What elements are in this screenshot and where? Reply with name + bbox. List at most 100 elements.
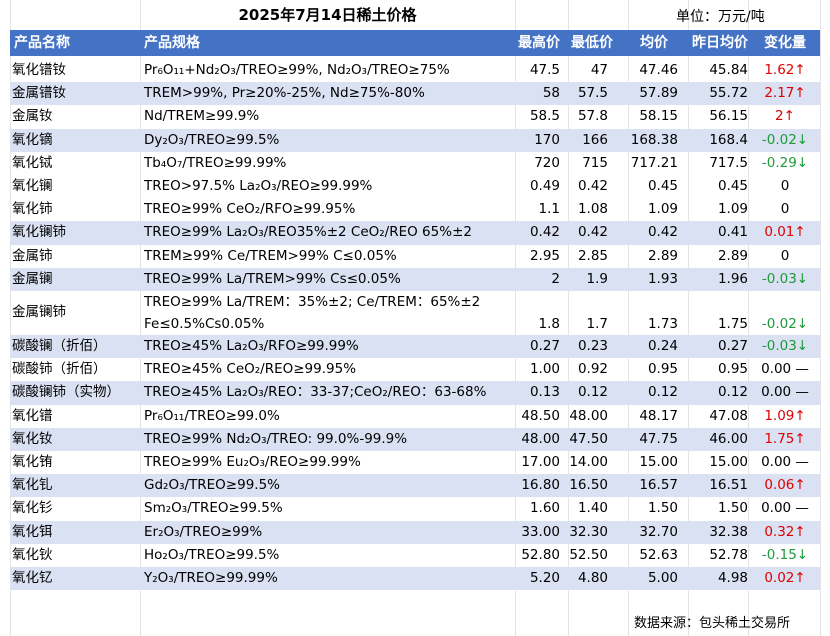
price-low: 1.08 [577,201,608,218]
price-prev: 47.08 [709,407,748,424]
price-change: 0 [780,178,790,194]
price-low: 57.5 [577,85,608,102]
price-change: 2↑ [775,108,795,125]
product-spec: TREM≥99% Ce/TREM>99% C≤0.05% [144,247,397,264]
product-name: 氧化镝 [12,131,53,148]
product-spec-line2: Fe≤0.5%Cs0.05% [144,316,265,332]
price-avg: 1.93 [647,270,678,287]
price-low: 4.80 [577,570,608,586]
price-prev: 15.00 [709,454,748,470]
product-spec: Pr₆O₁₁/TREO≥99.0% [144,407,280,424]
price-high: 33.00 [521,523,560,540]
table-row: 氧化钆 Gd₂O₃/TREO≥99.5% 16.80 16.50 16.57 16.51 0… [10,474,820,498]
price-avg: 58.15 [639,108,678,125]
product-name: 碳酸镧（折佰） [12,338,107,354]
column-header-low: 最低价 [571,35,613,51]
price-avg: 0.42 [647,224,678,241]
product-name: 氧化铽 [12,154,53,171]
product-name: 氧化钆 [12,477,53,494]
price-low: 0.12 [577,384,608,401]
price-prev: 45.84 [709,62,748,78]
price-high: 58.5 [529,108,560,125]
product-name: 氧化铒 [12,523,53,540]
product-spec: Dy₂O₃/TREO≥99.5% [144,131,280,148]
product-spec: TREO≥45% CeO₂/REO≥99.95% [144,361,357,378]
price-change: 1.09↑ [764,407,806,424]
price-prev: 4.98 [717,570,748,586]
price-avg: 0.24 [647,338,678,354]
price-low: 57.8 [577,108,608,125]
table-row: 金属镧 TREO≥99% La/TREM>99% Cs≤0.05% 2 1.9 1.93… [10,267,820,291]
price-low: 1.9 [586,270,608,287]
product-spec: Pr₆O₁₁+Nd₂O₃/TREO≥99%, Nd₂O₃/TREO≥75% [144,62,450,78]
price-high: 0.49 [529,178,560,194]
grid-line [515,0,516,636]
product-name: 氧化铈 [12,201,53,218]
price-avg: 47.46 [639,62,678,78]
price-prev: 717.5 [709,154,748,171]
price-avg: 1.73 [647,316,678,332]
table-row: 金属镨钕 TREM>99%, Pr≥20%-25%, Nd≥75%-80% 58 57… [10,82,820,106]
table-row: 氧化镧 TREO>97.5% La₂O₃/REO≥99.99% 0.49 0.42 0.… [10,175,820,198]
product-spec: TREO≥99% Eu₂O₃/REO≥99.99% [144,454,361,470]
price-low: 14.00 [569,454,608,470]
data-source: 数据来源：包头稀土交易所 [634,616,791,631]
table-row: 氧化钇 Y₂O₃/TREO≥99.99% 5.20 4.80 5.00 4.98 0.02↑ [10,567,820,591]
price-avg: 0.45 [647,178,678,194]
table-row: 金属钕 Nd/TREM≥99.9% 58.5 57.8 58.15 56.15 2↑ [10,105,820,128]
price-prev: 16.51 [709,477,748,494]
price-low: 48.00 [569,407,608,424]
price-low: 47.50 [569,430,608,447]
product-spec: TREO≥99% Nd₂O₃/TREO: 99.0%-99.9% [144,430,408,447]
price-prev: 168.4 [709,131,748,148]
price-change: -0.03↓ [761,338,809,354]
product-name: 氧化镧 [12,178,53,194]
price-high: 1.8 [538,316,560,332]
price-low: 0.42 [577,178,608,194]
price-high: 52.80 [521,546,560,563]
product-name: 金属镧 [12,270,53,287]
column-header-name: 产品名称 [14,35,70,51]
grid-line [748,0,749,636]
price-avg: 717.21 [630,154,678,171]
price-avg: 47.75 [639,430,678,447]
grid-line [820,0,821,636]
price-prev: 1.09 [717,201,748,218]
price-prev: 0.12 [717,384,748,401]
product-name: 氧化镨钕 [12,62,66,78]
price-low: 52.50 [569,546,608,563]
price-high: 720 [534,154,560,171]
product-name: 氧化铕 [12,454,53,470]
price-prev: 2.89 [717,247,748,264]
product-spec: TREO≥99% La/TREM>99% Cs≤0.05% [144,270,401,287]
table-row: 氧化铒 Er₂O₃/TREO≥99% 33.00 32.30 32.70 32.38 0.3… [10,520,820,544]
price-low: 1.40 [577,500,608,517]
price-change: -0.02↓ [761,131,809,148]
product-name: 金属镧铈 [12,304,66,320]
table-row: 碳酸镧（折佰） TREO≥45% La₂O₃/RFO≥99.99% 0.27 0.23… [10,335,820,359]
table-row: 氧化镨 Pr₆O₁₁/TREO≥99.0% 48.50 48.00 48.17 47.08… [10,405,820,428]
table-row: 金属镧铈 TREO≥99% La/TREM：35%±2; Ce/TREM：65%±… [10,291,820,335]
product-name: 金属镨钕 [12,85,66,102]
price-avg: 32.70 [639,523,678,540]
price-high: 1.60 [529,500,560,517]
product-spec: TREO>97.5% La₂O₃/REO≥99.99% [144,178,373,194]
price-high: 5.20 [529,570,560,586]
price-high: 48.00 [521,430,560,447]
price-high: 47.5 [529,62,560,78]
price-avg: 15.00 [639,454,678,470]
price-low: 16.50 [569,477,608,494]
grid-line [10,0,11,636]
table-row: 氧化镧铈 TREO≥99% La₂O₃/REO35%±2 CeO₂/REO 65%… [10,221,820,245]
product-spec: TREO≥99% La/TREM：35%±2; Ce/TREM：65%±2 [144,294,481,310]
price-change: 0.02↑ [764,570,806,586]
grid-line [568,0,569,636]
unit-label: 单位：万元/吨 [676,9,765,25]
price-change: 1.62↑ [764,62,806,78]
table-header: 产品名称 产品规格 最高价 最低价 均价 昨日均价 变化量 [10,30,820,56]
price-avg: 1.50 [647,500,678,517]
price-high: 0.27 [529,338,560,354]
table-row: 碳酸铈（折佰） TREO≥45% CeO₂/REO≥99.95% 1.00 0.92 0… [10,358,820,381]
price-change: 0.32↑ [764,523,806,540]
price-change: -0.02↓ [761,316,809,332]
